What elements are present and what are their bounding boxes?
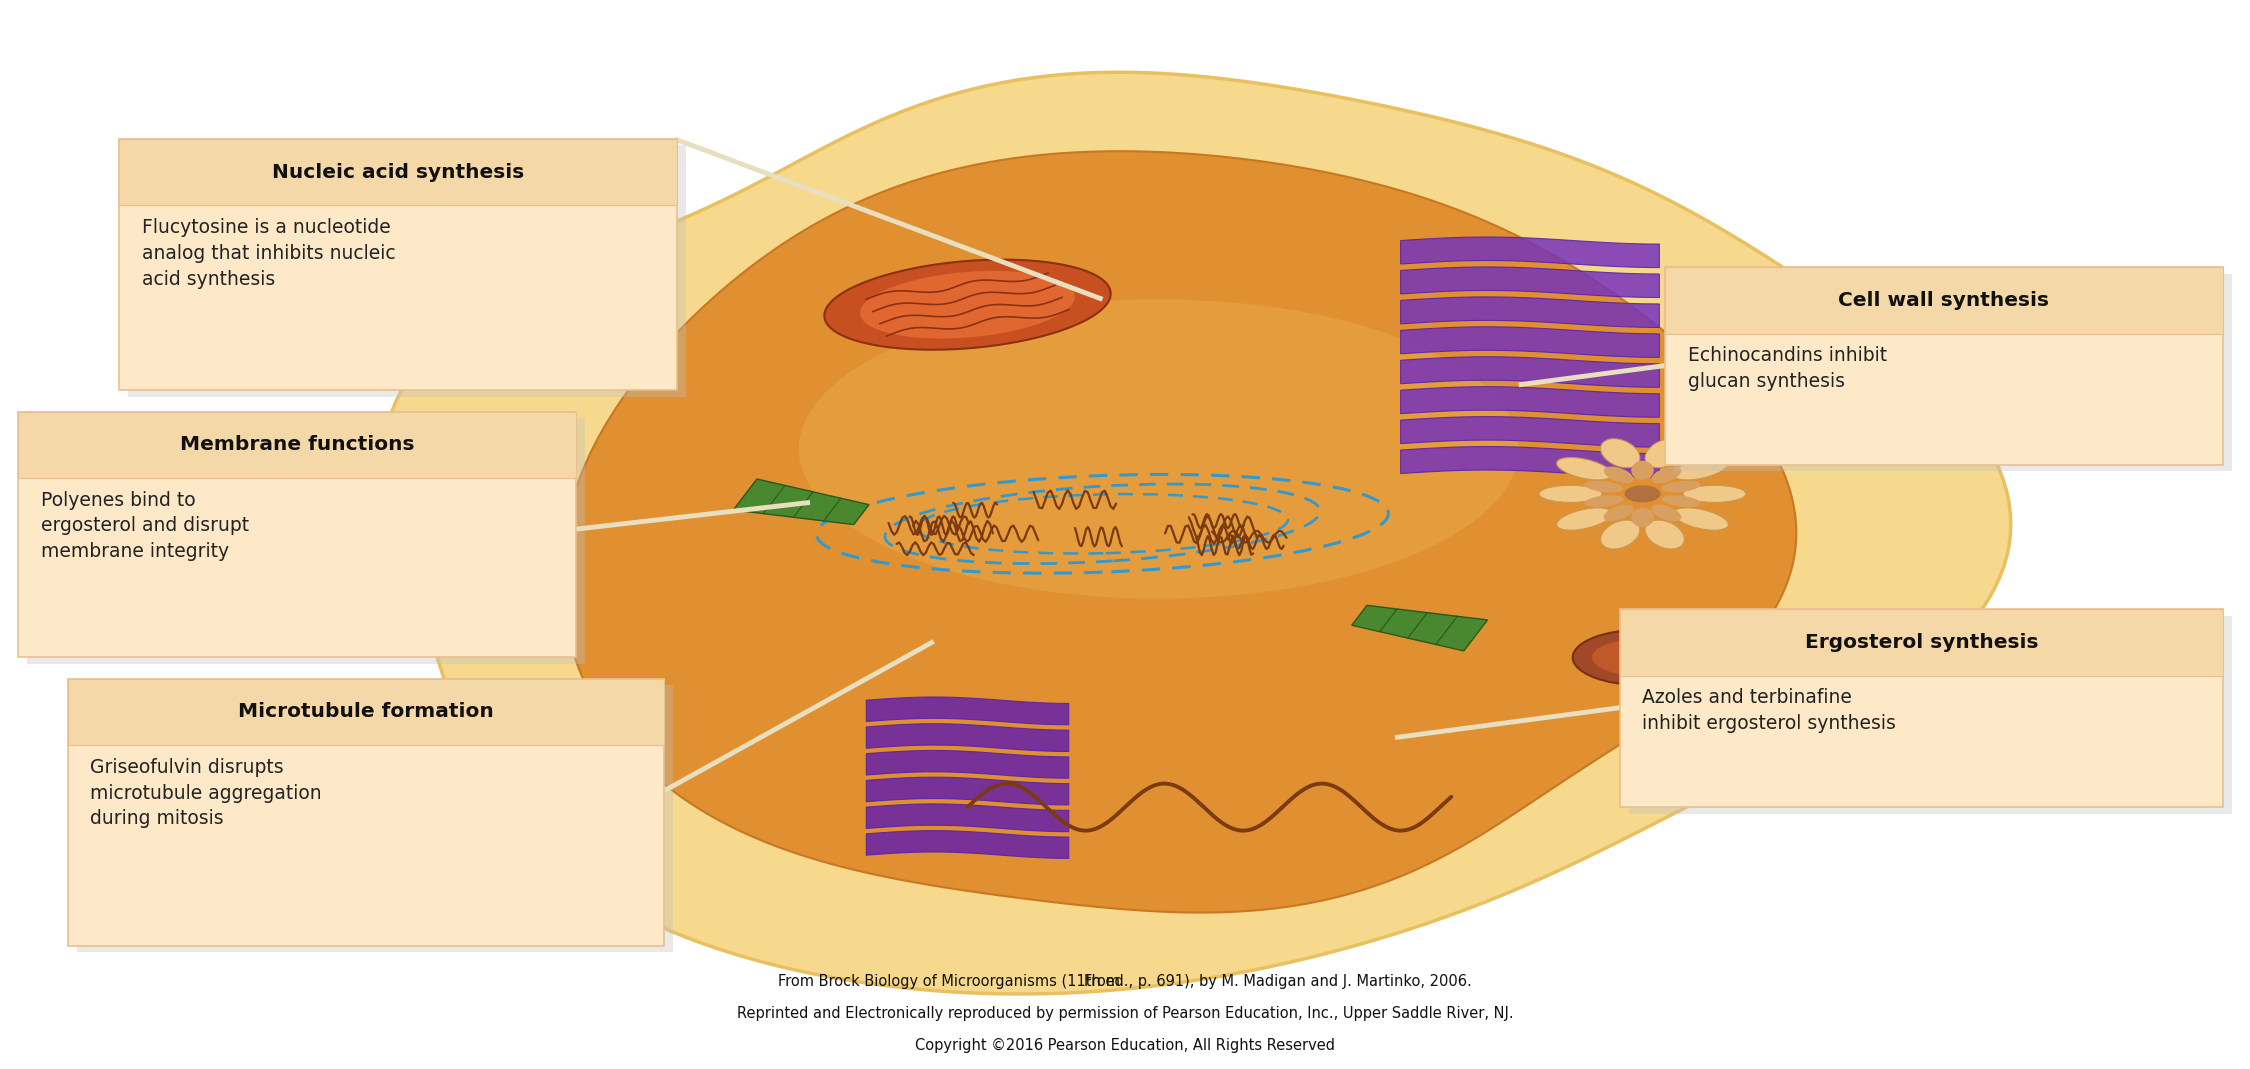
FancyBboxPatch shape (1674, 274, 2232, 471)
FancyBboxPatch shape (27, 418, 585, 664)
Ellipse shape (1600, 438, 1640, 468)
Polygon shape (866, 831, 1069, 858)
Polygon shape (866, 697, 1069, 725)
Ellipse shape (1557, 458, 1611, 480)
Ellipse shape (1683, 485, 1746, 502)
Text: Cell wall synthesis: Cell wall synthesis (1838, 291, 2050, 310)
Polygon shape (562, 151, 1796, 913)
FancyBboxPatch shape (18, 412, 576, 478)
FancyBboxPatch shape (68, 679, 664, 745)
Ellipse shape (1652, 505, 1681, 522)
Polygon shape (1402, 297, 1660, 327)
Polygon shape (734, 479, 868, 525)
Text: Echinocandins inhibit
glucan synthesis: Echinocandins inhibit glucan synthesis (1688, 346, 1886, 391)
Ellipse shape (1674, 458, 1728, 480)
Polygon shape (1402, 327, 1660, 357)
Polygon shape (824, 260, 1112, 350)
Ellipse shape (1604, 505, 1634, 522)
Polygon shape (382, 73, 2012, 994)
FancyBboxPatch shape (1620, 609, 2223, 676)
Polygon shape (1402, 387, 1660, 417)
FancyBboxPatch shape (76, 685, 673, 952)
Text: Azoles and terbinafine
inhibit ergosterol synthesis: Azoles and terbinafine inhibit ergostero… (1642, 688, 1897, 733)
Ellipse shape (1573, 630, 1712, 685)
Text: Microtubule formation: Microtubule formation (238, 702, 493, 722)
Polygon shape (1402, 447, 1660, 477)
Text: From Brock Biology of Microorganisms (11th ed., p. 691), by M. Madigan and J. Ma: From Brock Biology of Microorganisms (11… (778, 974, 1472, 989)
Polygon shape (866, 750, 1069, 778)
Polygon shape (866, 777, 1069, 805)
Ellipse shape (1604, 466, 1634, 483)
Polygon shape (1402, 237, 1660, 267)
FancyBboxPatch shape (1665, 267, 2223, 465)
Text: Reprinted and Electronically reproduced by permission of Pearson Education, Inc.: Reprinted and Electronically reproduced … (736, 1006, 1514, 1021)
Polygon shape (866, 724, 1069, 752)
Polygon shape (1352, 605, 1487, 651)
Text: Membrane functions: Membrane functions (180, 435, 414, 454)
Text: Copyright ©2016 Pearson Education, All Rights Reserved: Copyright ©2016 Pearson Education, All R… (916, 1038, 1334, 1053)
Text: Griseofulvin disrupts
microtubule aggregation
during mitosis: Griseofulvin disrupts microtubule aggreg… (90, 758, 322, 828)
Polygon shape (1402, 417, 1660, 447)
FancyBboxPatch shape (18, 412, 576, 657)
Ellipse shape (1645, 438, 1685, 468)
FancyBboxPatch shape (1629, 616, 2232, 814)
Polygon shape (1402, 357, 1660, 387)
Text: Polyenes bind to
ergosterol and disrupt
membrane integrity: Polyenes bind to ergosterol and disrupt … (40, 491, 248, 561)
Ellipse shape (1660, 495, 1701, 507)
FancyBboxPatch shape (1665, 267, 2223, 334)
Ellipse shape (1624, 485, 1660, 502)
Text: From: From (1084, 974, 1125, 989)
FancyBboxPatch shape (119, 139, 677, 390)
Ellipse shape (1674, 508, 1728, 530)
Polygon shape (860, 270, 1076, 339)
Polygon shape (866, 804, 1069, 832)
Ellipse shape (1631, 508, 1654, 527)
Ellipse shape (1584, 481, 1624, 493)
Polygon shape (1402, 267, 1660, 297)
Ellipse shape (1631, 461, 1654, 480)
Text: Ergosterol synthesis: Ergosterol synthesis (1804, 633, 2038, 652)
FancyBboxPatch shape (68, 679, 664, 946)
FancyBboxPatch shape (1620, 609, 2223, 807)
Ellipse shape (1584, 495, 1624, 507)
FancyBboxPatch shape (128, 145, 686, 397)
Text: Flucytosine is a nucleotide
analog that inhibits nucleic
acid synthesis: Flucytosine is a nucleotide analog that … (142, 218, 396, 289)
Ellipse shape (1557, 508, 1611, 530)
Ellipse shape (1645, 520, 1685, 549)
Text: Nucleic acid synthesis: Nucleic acid synthesis (272, 162, 524, 182)
FancyBboxPatch shape (119, 139, 677, 205)
Ellipse shape (1593, 638, 1694, 677)
Ellipse shape (1652, 466, 1681, 483)
Ellipse shape (1539, 485, 1602, 502)
Ellipse shape (799, 299, 1519, 599)
Ellipse shape (1600, 520, 1640, 549)
Ellipse shape (1660, 481, 1701, 493)
